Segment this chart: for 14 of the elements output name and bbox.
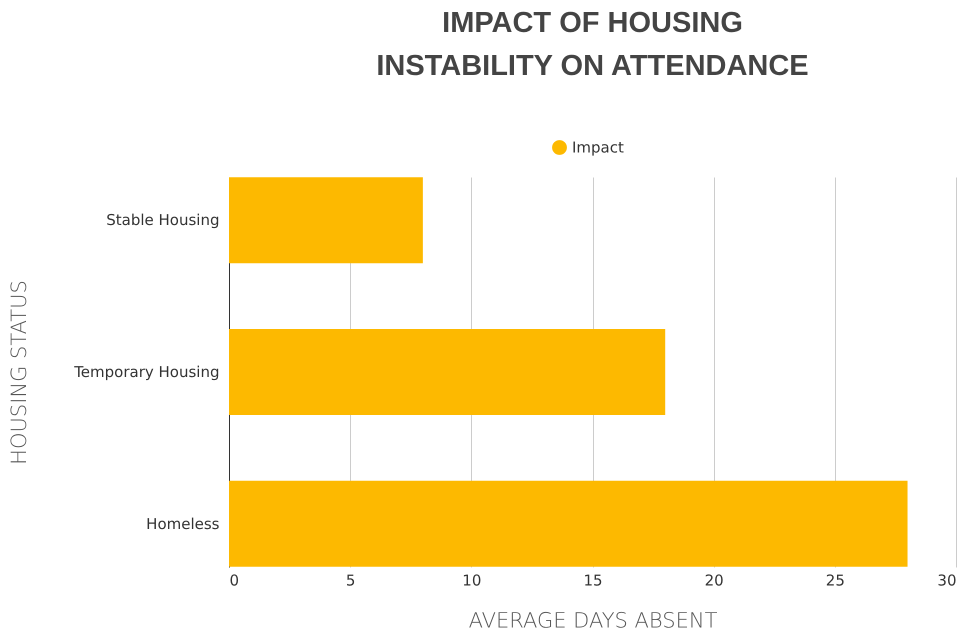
- x-tick-label: 0: [230, 572, 240, 590]
- x-tick-label: 20: [704, 572, 724, 590]
- legend-label: Impact: [572, 138, 624, 156]
- x-tick-label: 15: [583, 572, 603, 590]
- x-axis-title: AVERAGE DAYS ABSENT: [468, 608, 718, 632]
- y-tick-label: Temporary Housing: [73, 363, 220, 381]
- y-axis-title: HOUSING STATUS: [7, 280, 32, 465]
- chart-title: IMPACT OF HOUSING INSTABILITY ON ATTENDANCE: [376, 7, 809, 82]
- x-tick-label: 5: [346, 572, 356, 590]
- x-tick-label: 25: [826, 572, 845, 590]
- x-tick-label: 10: [462, 572, 482, 590]
- y-tick-label: Stable Housing: [106, 211, 220, 230]
- x-tick-label: 30: [937, 572, 956, 590]
- y-tick-label: Homeless: [146, 514, 220, 533]
